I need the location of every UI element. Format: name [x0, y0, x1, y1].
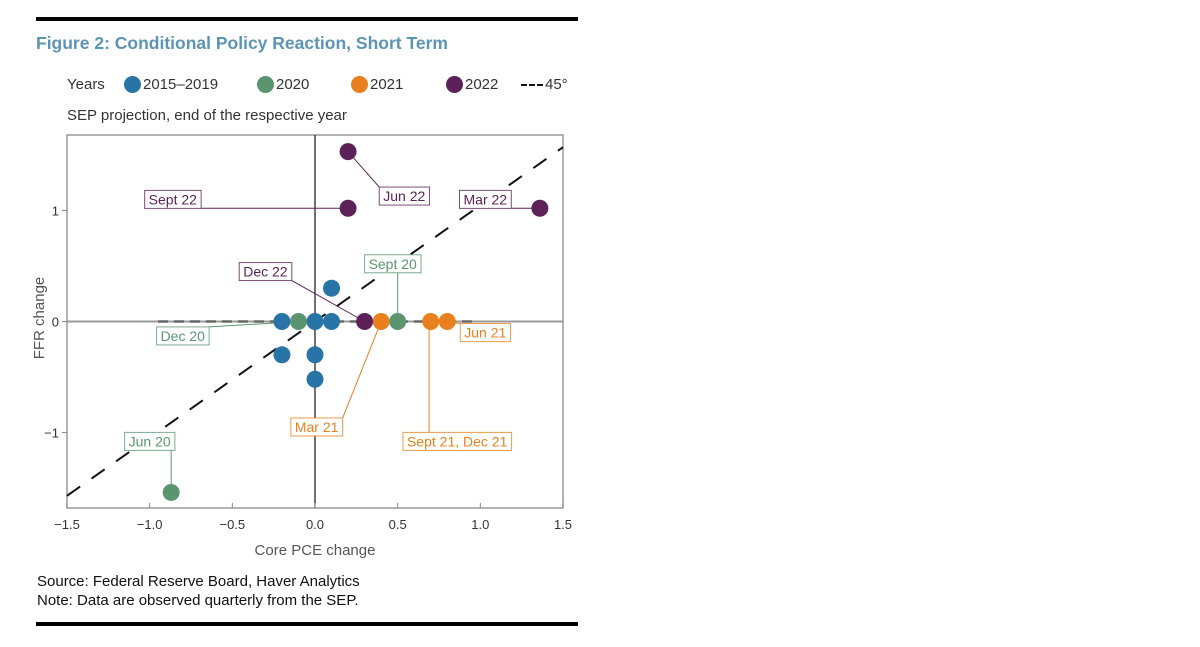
- data-point: [531, 199, 549, 217]
- legend-label: 2020: [276, 76, 310, 93]
- data-point: [339, 199, 357, 217]
- x-tick-label: −1.0: [137, 517, 163, 532]
- x-tick-label: 1.0: [471, 517, 489, 532]
- data-points: [162, 143, 549, 501]
- notes: Source: Federal Reserve Board, Haver Ana…: [37, 572, 360, 610]
- x-tick-label: 0.0: [306, 517, 324, 532]
- x-tick-label: 1.5: [554, 517, 572, 532]
- x-tick-label: −0.5: [219, 517, 245, 532]
- axes: −1.5 −1.0 −0.5 0.0 0.5 1.0 1.5 1 0 −1: [44, 134, 572, 532]
- data-point: [389, 313, 407, 330]
- legend-label: 2021: [370, 76, 404, 93]
- annotation-leader: [291, 280, 365, 322]
- scatter-chart: −1.5 −1.0 −0.5 0.0 0.5 1.0 1.5 1 0 −1 Sept 22 Jun …: [31, 134, 572, 559]
- data-point: [289, 313, 307, 330]
- legend-item-2021: 2021: [351, 76, 403, 93]
- x-axis-title: Core PCE change: [255, 542, 376, 559]
- data-point: [356, 313, 374, 330]
- top-rule: [36, 17, 578, 21]
- y-tick-label: −1: [44, 426, 59, 441]
- annotation-leader: [342, 321, 382, 419]
- legend-marker: [351, 76, 368, 93]
- data-point: [422, 313, 440, 330]
- data-point: [162, 483, 180, 501]
- legend-item-2015-2019: 2015–2019: [124, 76, 218, 93]
- x-tick-label: 0.5: [389, 517, 407, 532]
- data-point: [273, 346, 291, 364]
- annotation-box: [156, 326, 210, 346]
- annotation-label: Jun 22: [383, 188, 425, 204]
- y-axis-title: FFR change: [31, 277, 48, 360]
- legend-marker: [257, 76, 274, 93]
- annotation-labels: Sept 22 Jun 22 Mar 22 Dec 22 Sept 20 Dec 20 Ju…: [124, 186, 513, 451]
- source-note: Source: Federal Reserve Board, Haver Ana…: [37, 573, 360, 590]
- annotation-label: Mar 21: [295, 419, 339, 435]
- data-note: Note: Data are observed quarterly from t…: [37, 592, 359, 609]
- legend-item-45-degree: 45°: [521, 76, 568, 93]
- legend-label: 2022: [465, 76, 499, 93]
- annotation-label: Jun 21: [464, 325, 506, 341]
- x-tick-label: −1.5: [54, 517, 80, 532]
- annotation-box: [402, 431, 513, 451]
- annotation-label: Sept 22: [149, 191, 197, 207]
- data-point: [323, 279, 341, 297]
- data-point: [323, 313, 341, 330]
- data-point: [306, 346, 324, 364]
- annotation-box: [238, 262, 293, 282]
- bottom-rule: [36, 622, 578, 626]
- annotation-box: [459, 189, 512, 209]
- data-point: [273, 313, 291, 330]
- legend-dash-marker: [521, 83, 543, 86]
- legend-title: Years: [67, 76, 105, 93]
- legend-label: 2015–2019: [143, 76, 219, 93]
- data-point: [306, 313, 324, 330]
- annotation-label: Mar 22: [464, 191, 508, 207]
- legend-marker: [124, 76, 141, 93]
- annotation-label: Sept 20: [369, 256, 417, 272]
- annotation-label: Dec 22: [243, 264, 288, 280]
- figure-subtitle: SEP projection, end of the respective ye…: [67, 107, 347, 124]
- annotation-box: [124, 431, 176, 451]
- legend-item-2020: 2020: [257, 76, 309, 93]
- data-point: [306, 370, 324, 388]
- data-point: [372, 313, 390, 330]
- legend-item-2022: 2022: [446, 76, 498, 93]
- y-tick-label: 0: [52, 315, 59, 330]
- annotation-box: [290, 417, 344, 437]
- y-tick-label: 1: [52, 203, 59, 218]
- annotation-box: [378, 186, 431, 206]
- annotation-label: Jun 20: [129, 433, 171, 449]
- annotation-box: [364, 254, 422, 274]
- annotation-box: [459, 323, 512, 343]
- legend-marker: [446, 76, 463, 93]
- annotation-label: Dec 20: [161, 328, 206, 344]
- figure-title: Figure 2: Conditional Policy Reaction, S…: [36, 33, 448, 53]
- data-point: [438, 313, 456, 330]
- data-point: [339, 143, 357, 161]
- annotation-box: [144, 189, 202, 209]
- legend-label: 45°: [545, 76, 568, 93]
- annotation-label: Sept 21, Dec 21: [407, 433, 508, 449]
